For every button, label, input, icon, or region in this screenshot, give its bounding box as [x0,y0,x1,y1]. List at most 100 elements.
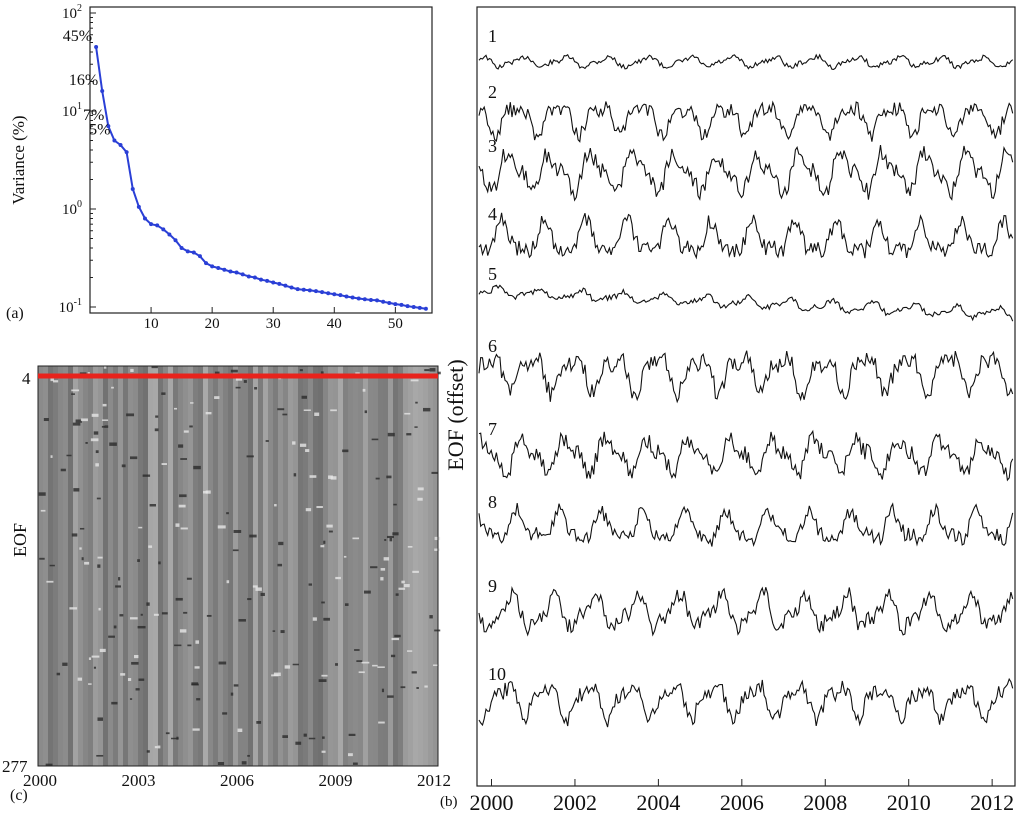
heatmap-column [63,366,69,766]
heatmap-cell [230,692,234,696]
variance-point [423,306,428,311]
heatmap-cell [161,463,167,466]
variance-point [149,222,154,227]
heatmap-cell [299,369,303,372]
eof-series-line [478,677,1014,728]
heatmap-cell [97,717,104,721]
heatmap-cell [415,401,418,404]
heatmap-cell [62,662,68,666]
heatmap-cell [318,679,327,682]
heatmap-column [73,366,79,766]
heatmap-column [268,366,274,766]
heatmap-cell [120,673,126,676]
heatmap-cell [308,737,316,740]
variance-point [277,281,282,286]
x-tick-label: 2012 [970,790,1014,815]
heatmap-column [388,366,394,766]
variance-point [185,249,190,254]
eof-series-label: 8 [488,492,497,512]
variance-point [368,297,373,302]
heatmap-column [178,366,184,766]
heatmap-cell [391,637,400,641]
heatmap-column [193,366,199,766]
heatmap-column [213,366,219,766]
heatmap-cell [99,648,106,653]
variance-point [393,302,398,307]
eof-series-label: 4 [488,204,497,224]
variance-point [210,264,215,269]
heatmap-cell [129,698,133,700]
eof-series-label: 3 [488,136,497,156]
heatmap-cell [330,476,337,480]
variance-point [307,288,312,293]
heatmap-cell [272,630,276,632]
heatmap-cell [195,640,200,644]
heatmap-column [248,366,254,766]
heatmap-cell [410,379,419,382]
heatmap-column [158,366,164,766]
heatmap-cell [214,371,220,375]
heatmap-cell [328,530,333,533]
heatmap-cell [180,458,188,460]
heatmap-cell [222,712,228,715]
heatmap-cell [190,402,194,404]
heatmap-cell [386,475,392,479]
heatmap-column [183,366,189,766]
heatmap-column [408,366,414,766]
variance-point [216,266,221,271]
heatmap-column [148,366,154,766]
heatmap-column [423,366,429,766]
variance-point [405,304,410,309]
heatmap-cell [387,432,395,437]
y-tick-label: 100 [62,199,82,218]
heatmap-column [38,366,44,766]
heatmap-cell [183,611,188,614]
heatmap-cell [45,763,53,767]
heatmap-cell [429,368,436,372]
heatmap-column [233,366,239,766]
heatmap-cell [282,413,288,416]
variance-point [252,275,257,280]
heatmap-cell [66,454,72,457]
heatmap-cell [326,524,333,528]
heatmap-cell [178,444,184,448]
heatmap-cell [40,509,46,512]
heatmap-cell [53,380,59,383]
heatmap-cell [129,456,138,460]
heatmap-cell [434,536,441,541]
heatmap-cell [407,650,413,652]
heatmap-cell [149,504,157,507]
heatmap-cell [303,409,311,411]
heatmap-cell [111,701,118,705]
heatmap-cell [171,737,179,740]
heatmap-cell [434,629,441,632]
heatmap-cell [183,430,189,433]
heatmap-column [383,366,389,766]
heatmap-column [188,366,194,766]
heatmap-cell [414,426,418,428]
heatmap-column [433,366,439,766]
heatmap-cell [424,369,430,372]
heatmap-cell [179,494,187,498]
heatmap-column [318,366,324,766]
heatmap-cell [218,661,227,665]
heatmap-cell [274,504,277,507]
heatmap-cell [129,617,138,620]
heatmap-cell [157,745,161,749]
heatmap-cell [148,545,153,548]
heatmap-cell [179,629,187,633]
heatmap-cell [193,465,201,470]
variance-point [362,297,367,302]
heatmap-column [43,366,49,766]
variance-series-line [95,46,427,310]
heatmap-cell [137,559,140,562]
heatmap-cell [98,607,101,611]
heatmap-cell [320,371,324,374]
heatmap-cell [81,557,84,561]
heatmap-column [143,366,149,766]
heatmap-column [243,366,249,766]
heatmap-cell [323,540,326,544]
panel-b-frame [476,6,1016,787]
heatmap-cell [328,475,333,479]
heatmap-column [208,366,214,766]
